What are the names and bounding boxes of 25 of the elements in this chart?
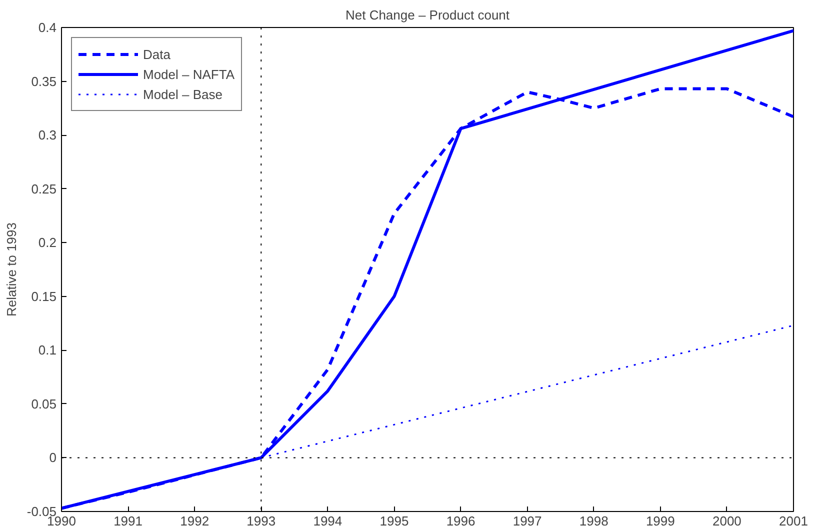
y-tick-label: 0.25 [31, 181, 57, 196]
x-tick-label: 1996 [446, 514, 476, 528]
x-tick-label: 1999 [646, 514, 675, 528]
y-tick-label: 0.05 [31, 396, 57, 412]
x-tick-label: 1994 [313, 514, 342, 528]
y-tick-label: 0.15 [31, 288, 57, 304]
x-tick-label: 1995 [380, 514, 409, 528]
x-tick-label: 1991 [114, 514, 143, 528]
chart-title: Net Change – Product count [345, 8, 510, 22]
y-tick-label: 0.35 [31, 74, 57, 89]
legend-label: Model – Base [143, 86, 222, 102]
x-tick-label: 1998 [579, 514, 608, 528]
y-tick-label: 0.3 [38, 128, 57, 143]
x-tick-label: 2001 [779, 514, 808, 528]
y-tick-label: 0.4 [38, 20, 57, 35]
x-tick-label: 2000 [712, 514, 742, 528]
y-tick-label: 0.2 [38, 235, 57, 250]
y-axis-title: Relative to 1993 [4, 222, 19, 316]
y-tick-label: 0 [49, 450, 57, 466]
x-tick-label: 1992 [180, 514, 210, 528]
y-tick-label: 0.1 [38, 342, 57, 358]
x-tick-label: 1993 [246, 514, 276, 528]
x-tick-label: 1997 [512, 514, 542, 528]
legend-label: Data [143, 46, 170, 62]
legend-label: Model – NAFTA [143, 66, 235, 82]
